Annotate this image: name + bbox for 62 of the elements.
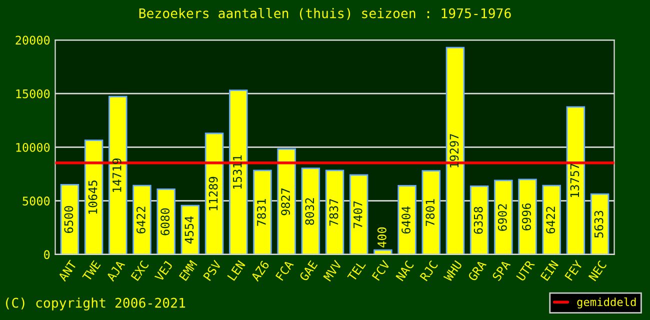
data-label: 15311	[232, 155, 242, 189]
data-label: 9827	[281, 188, 290, 216]
x-tick-label: FCA	[275, 260, 294, 281]
x-tick-label: AJA	[106, 260, 126, 282]
data-label: 8032	[305, 198, 314, 225]
chart-title: Bezoekers aantallen (thuis) seizoen : 1975-1976	[139, 8, 511, 20]
bar	[156, 188, 176, 254]
y-tick-label: 0	[44, 250, 50, 260]
data-label: 6902	[498, 204, 507, 231]
bar	[253, 170, 272, 254]
data-label: 6500	[64, 206, 74, 234]
bar	[301, 168, 320, 254]
bar	[494, 180, 513, 254]
data-label: 6404	[402, 206, 410, 234]
data-label: 11289	[208, 176, 218, 210]
bar	[349, 174, 368, 254]
data-label: 7837	[329, 199, 338, 226]
x-tick-label: VEJ	[154, 260, 173, 282]
bar	[84, 140, 104, 254]
bar	[132, 184, 152, 254]
bar	[180, 204, 200, 254]
x-tick-label: SPA	[492, 260, 511, 282]
data-label: 7407	[353, 201, 362, 228]
bar	[374, 249, 392, 254]
x-tick-label: GRA	[468, 260, 487, 282]
x-tick-label: UTR	[516, 260, 536, 282]
x-tick-label: TWE	[82, 260, 101, 282]
data-label: 13757	[570, 164, 580, 198]
data-label: 6422	[136, 206, 146, 234]
bar	[566, 106, 586, 254]
x-tick-label: TEL	[347, 260, 366, 282]
bar	[470, 186, 489, 254]
bar	[277, 148, 296, 254]
bar	[60, 184, 80, 254]
y-tick-label: 5000	[22, 196, 50, 206]
bar	[204, 132, 224, 254]
bar	[422, 170, 440, 254]
data-label: 4554	[184, 216, 194, 244]
data-label: 6080	[160, 208, 170, 236]
bar	[229, 90, 248, 254]
bar	[518, 178, 537, 254]
y-tick-label: 15000	[16, 89, 50, 98]
data-label: 14719	[112, 158, 122, 192]
data-label: 7801	[426, 199, 435, 226]
data-label: 6996	[522, 203, 531, 230]
data-label: 400	[377, 227, 386, 248]
data-label: 6358	[474, 206, 483, 234]
data-label: 7831	[256, 199, 266, 226]
data-label: 10645	[88, 180, 98, 214]
bar	[325, 170, 344, 254]
bar	[108, 96, 128, 254]
bar	[446, 46, 465, 254]
data-label: 6422	[546, 206, 556, 234]
bar	[542, 184, 561, 254]
data-label: 5633	[594, 210, 604, 238]
text: (C) copyright 2006-2021	[6, 298, 186, 310]
y-tick-label: 10000	[16, 142, 50, 152]
bar	[398, 185, 416, 254]
y-tick-label: 20000	[16, 36, 50, 45]
legend-label: gemiddeld	[577, 298, 636, 308]
bar	[590, 193, 610, 254]
data-label: 19297	[450, 134, 459, 168]
